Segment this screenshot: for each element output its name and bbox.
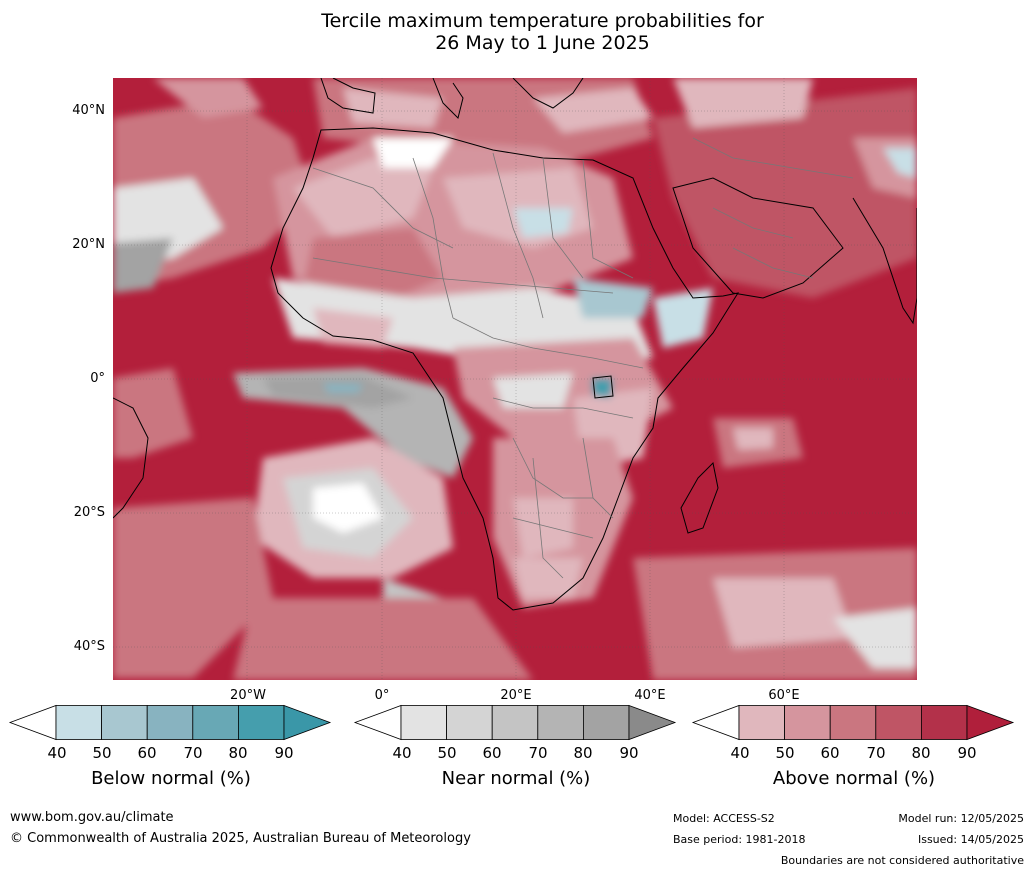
title-line-1: Tercile maximum temperature probabilitie… <box>321 10 764 32</box>
lat-label-20n: 20°N <box>72 237 105 252</box>
lon-label-20w: 20°W <box>230 688 266 703</box>
above-tick-80: 80 <box>911 744 931 762</box>
colorbar-segment <box>446 705 493 740</box>
near-tick-50: 50 <box>437 744 457 762</box>
near-tick-70: 70 <box>528 744 548 762</box>
colorbar-arrow-low <box>353 704 402 741</box>
above-tick-90: 90 <box>957 744 977 762</box>
probability-map <box>113 78 917 680</box>
colorbar-arrow-low <box>8 704 57 741</box>
graticule <box>113 78 917 680</box>
colorbar-segment <box>784 705 831 740</box>
below-tick-60: 60 <box>137 744 157 762</box>
lat-label-equator: 0° <box>90 371 105 386</box>
lon-label-40e: 40°E <box>634 688 666 703</box>
lat-label-40n: 40°N <box>72 103 105 118</box>
below-tick-90: 90 <box>274 744 294 762</box>
model-text: Model: ACCESS-S2 <box>673 812 775 825</box>
near-normal-title: Near normal (%) <box>441 768 591 789</box>
lat-label-20s: 20°S <box>73 505 105 520</box>
colorbar-segment <box>55 705 102 740</box>
colorbar-segment <box>101 705 148 740</box>
colorbar-segment <box>146 705 194 740</box>
colorbar-arrow-high <box>966 704 1015 741</box>
website-link[interactable]: www.bom.gov.au/climate <box>10 810 174 825</box>
above-tick-70: 70 <box>866 744 886 762</box>
above-tick-40: 40 <box>730 744 750 762</box>
above-tick-60: 60 <box>820 744 840 762</box>
map-svg <box>113 78 917 680</box>
colorbar-segment <box>582 705 630 740</box>
below-tick-80: 80 <box>228 744 248 762</box>
near-tick-80: 80 <box>573 744 593 762</box>
colorbar-segment <box>829 705 877 740</box>
colorbar-above-svg <box>691 704 1015 741</box>
colorbar-segment <box>537 705 584 740</box>
lon-label-20e: 20°E <box>500 688 532 703</box>
lon-label-60e: 60°E <box>768 688 800 703</box>
below-tick-40: 40 <box>47 744 67 762</box>
colorbar-arrow-high <box>628 704 677 741</box>
colorbar-segment <box>491 705 539 740</box>
colorbar-segment <box>192 705 239 740</box>
colorbar-above-normal <box>691 704 1015 741</box>
title-line-2: 26 May to 1 June 2025 <box>435 32 650 54</box>
probability-patches <box>113 78 917 680</box>
base-period-text: Base period: 1981-2018 <box>673 833 806 846</box>
near-tick-60: 60 <box>482 744 502 762</box>
colorbar-near-normal <box>353 704 677 741</box>
colorbar-segment <box>237 705 285 740</box>
near-tick-40: 40 <box>392 744 412 762</box>
lat-label-40s: 40°S <box>73 639 105 654</box>
colorbar-below-svg <box>8 704 332 741</box>
colorbar-segment <box>400 705 447 740</box>
country-borders <box>312 137 854 579</box>
issued-text: Issued: 14/05/2025 <box>917 833 1024 846</box>
colorbar-arrow-low <box>691 704 740 741</box>
disclaimer-text: Boundaries are not considered authoritat… <box>780 854 1024 867</box>
colorbar-arrow-high <box>283 704 332 741</box>
below-tick-50: 50 <box>92 744 112 762</box>
map-title: Tercile maximum temperature probabilitie… <box>0 10 1035 54</box>
colorbar-segment <box>875 705 922 740</box>
near-tick-90: 90 <box>619 744 639 762</box>
copyright-text: © Commonwealth of Australia 2025, Austra… <box>10 831 471 846</box>
colorbar-segment <box>920 705 968 740</box>
colorbar-segment <box>738 705 785 740</box>
above-normal-title: Above normal (%) <box>772 768 936 789</box>
model-run-text: Model run: 12/05/2025 <box>898 812 1024 825</box>
below-tick-70: 70 <box>183 744 203 762</box>
above-tick-50: 50 <box>775 744 795 762</box>
colorbar-near-svg <box>353 704 677 741</box>
coastlines <box>113 78 917 611</box>
below-normal-title: Below normal (%) <box>91 768 251 789</box>
colorbar-below-normal <box>8 704 332 741</box>
lon-label-0: 0° <box>374 688 390 703</box>
